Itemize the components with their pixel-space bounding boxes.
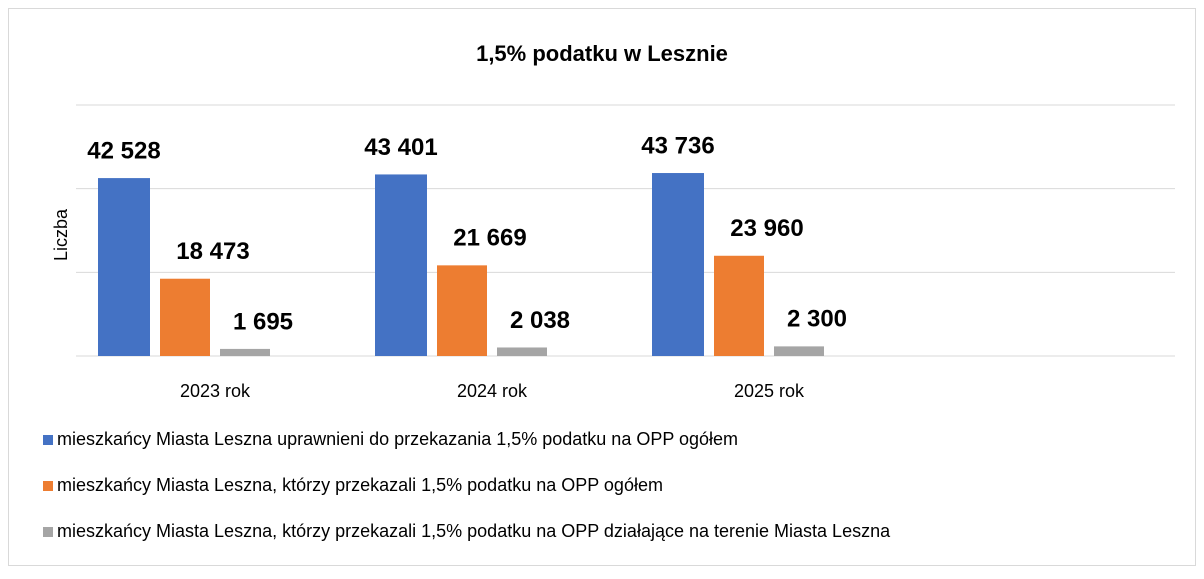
legend-label: mieszkańcy Miasta Leszna, którzy przekaz… <box>57 475 663 495</box>
bar <box>774 346 824 356</box>
legend-swatch <box>43 435 53 445</box>
chart-title: 1,5% podatku w Lesznie <box>476 41 728 66</box>
x-tick-label: 2025 rok <box>734 381 805 401</box>
legend-label: mieszkańcy Miasta Leszna uprawnieni do p… <box>57 429 738 449</box>
data-label: 1 695 <box>233 308 293 335</box>
bar <box>98 178 150 356</box>
bar <box>497 347 547 356</box>
data-label: 2 038 <box>510 307 570 334</box>
x-tick-label: 2023 rok <box>180 381 251 401</box>
data-label: 21 669 <box>453 225 526 252</box>
data-label: 43 401 <box>364 134 437 161</box>
bar <box>652 173 704 356</box>
bar <box>437 265 487 356</box>
legend-label: mieszkańcy Miasta Leszna, którzy przekaz… <box>57 521 891 541</box>
legend-swatch <box>43 527 53 537</box>
bar <box>375 174 427 356</box>
data-label: 43 736 <box>641 132 714 159</box>
bar <box>714 255 764 356</box>
data-label: 18 473 <box>176 238 249 265</box>
data-label: 23 960 <box>730 215 803 242</box>
bar <box>220 348 270 356</box>
y-axis-label: Liczba <box>51 208 71 261</box>
legend-swatch <box>43 481 53 491</box>
data-label: 2 300 <box>787 306 847 333</box>
bar <box>160 278 210 356</box>
x-tick-label: 2024 rok <box>457 381 528 401</box>
data-label: 42 528 <box>87 137 160 164</box>
